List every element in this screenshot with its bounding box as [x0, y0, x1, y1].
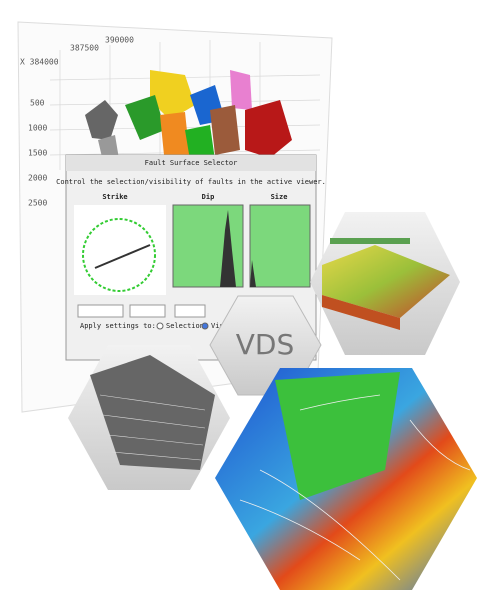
strike-rose: [82, 218, 156, 292]
apply-label: Apply settings to:: [80, 322, 156, 330]
axis-label: 500: [30, 99, 45, 108]
badge-label: VDS: [236, 328, 295, 361]
spin-box[interactable]: [129, 304, 166, 318]
option-label[interactable]: Selection: [166, 322, 204, 330]
instruction: Control the selection/visibility of faul…: [56, 178, 326, 186]
axis-label: 387500: [70, 44, 99, 53]
strike-needle: [94, 244, 151, 269]
dialog-title: Fault Surface Selector: [145, 159, 238, 167]
fault-surfaces: [85, 70, 292, 170]
axis-label: 2000: [28, 174, 47, 183]
size-histogram: [249, 204, 311, 288]
colorbar: [330, 238, 410, 244]
axis-label: X 384000: [20, 58, 59, 67]
panel-title: Dip: [202, 193, 215, 201]
radio[interactable]: [156, 322, 164, 330]
axis-label: 1000: [28, 124, 47, 133]
model-cube: [322, 245, 450, 318]
axis-label: 2500: [28, 199, 47, 208]
radio[interactable]: [201, 322, 209, 330]
axis-label: 390000: [105, 36, 134, 45]
title-bar: [66, 155, 316, 171]
panel-title: Strike: [102, 193, 127, 201]
seismic-layers: [99, 394, 206, 461]
spin-box[interactable]: [77, 304, 124, 318]
size-bars: [250, 260, 256, 287]
fault-plane: [275, 372, 400, 500]
cube-side: [322, 295, 400, 330]
dip-bars: [220, 210, 236, 287]
seismic-cube: [90, 355, 215, 470]
axis-label: 1500: [28, 149, 47, 158]
dialog-window: Fault Surface Selector Control the selec…: [56, 154, 326, 361]
panel-title: Size: [271, 193, 288, 201]
streamlines: [239, 394, 471, 581]
spin-box[interactable]: [174, 304, 206, 318]
